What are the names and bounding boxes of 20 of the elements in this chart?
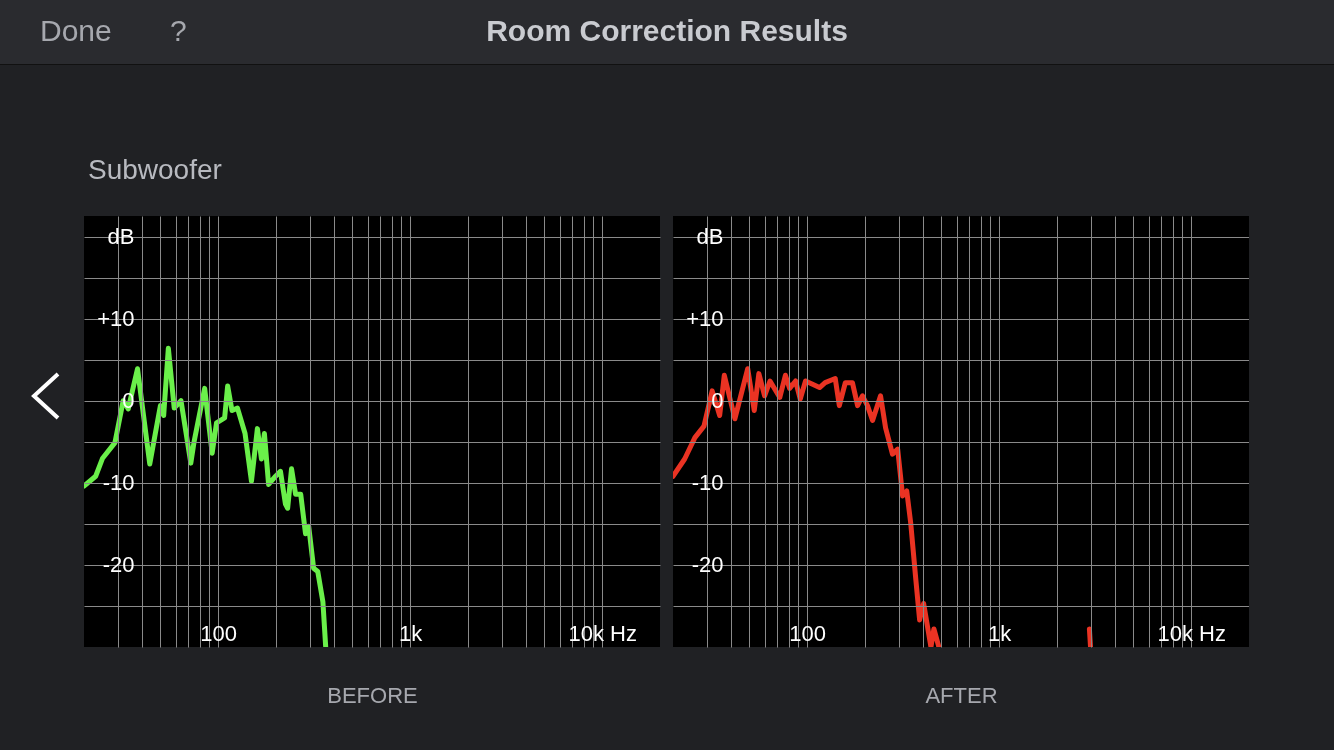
x-axis-title: BEFORE bbox=[327, 682, 418, 708]
y-tick-label: dB bbox=[696, 224, 724, 250]
x-tick-label: 1k bbox=[399, 620, 424, 646]
y-tick-label: -20 bbox=[102, 552, 135, 578]
y-tick-label: -20 bbox=[691, 552, 724, 578]
text: Done bbox=[40, 14, 112, 48]
y-tick-label: dB bbox=[107, 224, 135, 250]
x-tick-label: 1k bbox=[988, 620, 1013, 646]
y-tick-label: +10 bbox=[97, 306, 135, 332]
y-tick-label: +10 bbox=[686, 306, 724, 332]
chart-title: Room Correction Results bbox=[486, 14, 848, 47]
x-axis-title: AFTER bbox=[925, 682, 998, 708]
x-tick-label: 100 bbox=[200, 620, 238, 646]
x-tick-label: 10k Hz bbox=[568, 620, 637, 646]
y-tick-label: -10 bbox=[102, 470, 135, 496]
chart-subtitle: Subwoofer bbox=[88, 154, 222, 186]
x-tick-label: 10k Hz bbox=[1157, 620, 1226, 646]
text: ? bbox=[170, 14, 187, 48]
x-tick-label: 100 bbox=[789, 620, 827, 646]
y-tick-label: -10 bbox=[691, 470, 724, 496]
